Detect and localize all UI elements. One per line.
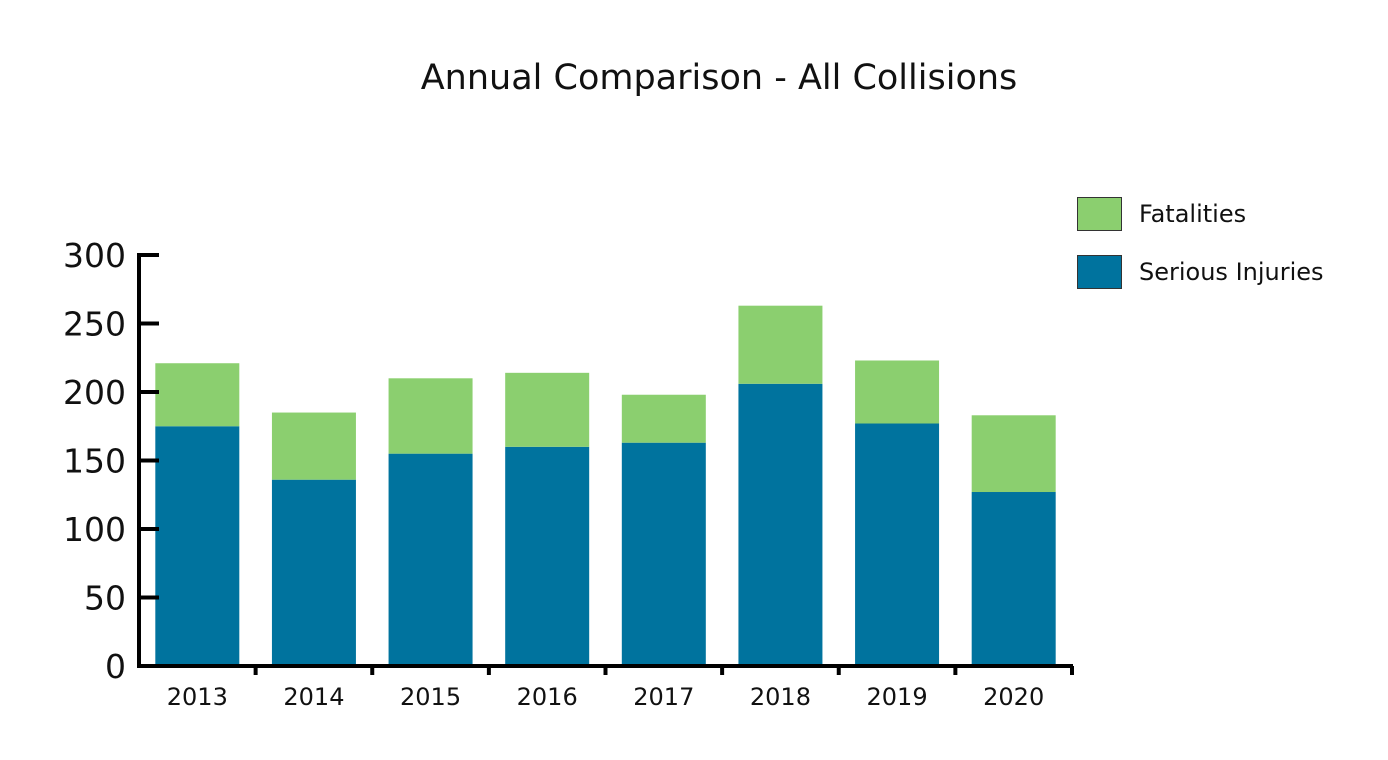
x-tick-label-2013: 2013	[167, 683, 228, 711]
x-tick-label-2020: 2020	[983, 683, 1044, 711]
y-tick-label-300: 300	[63, 236, 126, 275]
x-tick-label-2017: 2017	[633, 683, 694, 711]
y-tick-label-200: 200	[63, 373, 126, 412]
bar-serious-injuries-2014	[271, 479, 356, 666]
x-tick-label-2014: 2014	[283, 683, 344, 711]
legend-label-serious-injuries: Serious Injuries	[1139, 258, 1324, 286]
bar-fatalities-2016	[505, 372, 590, 447]
legend-swatch-serious-injuries	[1077, 255, 1122, 289]
bar-fatalities-2019	[855, 360, 940, 424]
bar-serious-injuries-2013	[155, 426, 240, 666]
bar-fatalities-2015	[388, 378, 473, 454]
legend-item-serious-injuries: Serious Injuries	[1077, 253, 1324, 291]
bar-serious-injuries-2016	[505, 446, 590, 666]
bar-serious-injuries-2017	[621, 442, 706, 666]
bar-serious-injuries-2020	[971, 492, 1056, 666]
bar-fatalities-2013	[155, 363, 240, 427]
chart-title: Annual Comparison - All Collisions	[420, 58, 1018, 98]
y-tick-label-250: 250	[63, 305, 126, 344]
legend-swatch-fatalities	[1077, 197, 1122, 231]
bar-fatalities-2018	[738, 305, 823, 384]
x-tick-label-2015: 2015	[400, 683, 461, 711]
bar-serious-injuries-2015	[388, 453, 473, 666]
bar-fatalities-2014	[271, 412, 356, 480]
legend-item-fatalities: Fatalities	[1077, 195, 1324, 233]
y-tick-label-150: 150	[63, 442, 126, 481]
legend: Fatalities Serious Injuries	[1077, 195, 1324, 311]
y-tick-label-50: 50	[84, 579, 126, 618]
bar-serious-injuries-2018	[738, 383, 823, 666]
legend-label-fatalities: Fatalities	[1139, 200, 1247, 228]
y-tick-label-100: 100	[63, 510, 126, 549]
y-tick-label-0: 0	[105, 647, 126, 686]
bar-serious-injuries-2019	[855, 423, 940, 666]
bar-fatalities-2017	[621, 394, 706, 443]
x-tick-label-2016: 2016	[517, 683, 578, 711]
x-tick-label-2018: 2018	[750, 683, 811, 711]
x-tick-label-2019: 2019	[867, 683, 928, 711]
bar-fatalities-2020	[971, 415, 1056, 493]
